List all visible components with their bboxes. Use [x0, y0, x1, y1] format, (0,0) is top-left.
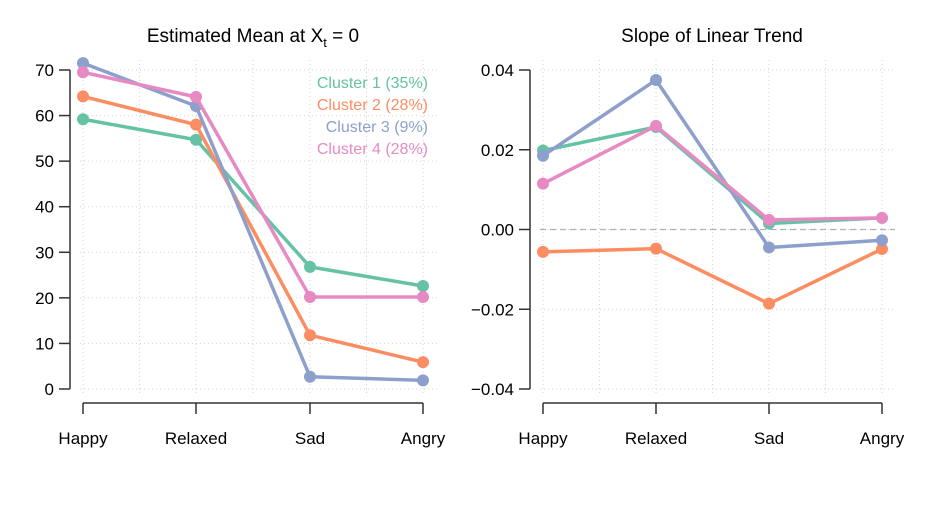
- data-point-angry: [417, 290, 429, 303]
- series-line: [542, 124, 883, 222]
- data-point-happy: [77, 113, 89, 126]
- data-point-angry: [417, 356, 429, 369]
- x-tick-label-relaxed: Relaxed: [165, 429, 227, 448]
- x-tick-label-sad: Sad: [754, 429, 784, 448]
- data-point-sad: [763, 213, 775, 226]
- panel-estimated-mean: Estimated Mean at Xt = 0 0 10 20 30 40 50 60 70…: [35, 26, 446, 448]
- data-point-relaxed: [650, 242, 662, 255]
- data-point-angry: [876, 234, 888, 247]
- data-point-sad: [304, 260, 316, 273]
- data-point-happy: [537, 149, 549, 162]
- panel-slope-linear-trend: Slope of Linear Trend −0.04 −0.02 0.00 0.02…: [471, 26, 905, 448]
- y-tick-label: 50: [35, 152, 54, 171]
- y-tick-label: 30: [35, 243, 54, 262]
- legend-item-cluster-1: Cluster 1 (35%): [317, 75, 428, 92]
- series-cluster-2: [77, 90, 429, 369]
- y-tick-label: 20: [35, 289, 54, 308]
- y-tick-label: 0.00: [481, 221, 514, 240]
- data-point-relaxed: [190, 90, 202, 103]
- legend-item-cluster-2: Cluster 2 (28%): [317, 97, 428, 114]
- x-tick-label-angry: Angry: [401, 429, 446, 448]
- series-line: [542, 78, 883, 250]
- x-tick-label-relaxed: Relaxed: [625, 429, 687, 448]
- data-point-angry: [876, 243, 888, 256]
- series-line: [82, 70, 423, 299]
- series-cluster-4: [77, 66, 429, 303]
- data-point-happy: [537, 245, 549, 258]
- series-cluster-3: [537, 73, 888, 254]
- x-axis: Happy Relaxed Sad Angry: [58, 402, 446, 448]
- series-line: [542, 246, 883, 306]
- y-tick-label: 70: [35, 61, 54, 80]
- data-point-happy: [537, 177, 549, 190]
- x-tick-label-happy: Happy: [58, 429, 108, 448]
- legend: Cluster 1 (35%) Cluster 2 (28%) Cluster 3 …: [317, 75, 428, 158]
- data-point-angry: [876, 211, 888, 224]
- data-point-sad: [304, 290, 316, 303]
- data-point-relaxed: [650, 119, 662, 132]
- x-tick-label-sad: Sad: [295, 429, 325, 448]
- y-tick-label: 10: [35, 334, 54, 353]
- y-tick-label: 0.04: [481, 61, 514, 80]
- y-tick-label: −0.04: [471, 380, 514, 399]
- data-point-sad: [304, 329, 316, 342]
- chart-title-estimated-mean: Estimated Mean at Xt = 0: [147, 26, 359, 50]
- y-axis: −0.04 −0.02 0.00 0.02 0.04: [471, 61, 531, 399]
- chart-title-slope: Slope of Linear Trend: [621, 26, 803, 47]
- data-point-relaxed: [190, 118, 202, 131]
- series-cluster-4: [537, 119, 888, 226]
- data-point-relaxed: [190, 133, 202, 146]
- data-point-happy: [77, 66, 89, 79]
- data-point-happy: [77, 57, 89, 70]
- y-axis: 0 10 20 30 40 50 60 70: [35, 61, 71, 399]
- y-tick-label: −0.02: [471, 300, 514, 319]
- series-line: [82, 94, 424, 364]
- series-cluster-1: [537, 121, 888, 230]
- x-tick-label-happy: Happy: [518, 429, 568, 448]
- data-point-relaxed: [650, 73, 662, 86]
- series-line: [542, 125, 883, 226]
- data-point-angry: [417, 280, 429, 293]
- y-tick-label: 0.02: [481, 141, 514, 160]
- grid: [540, 60, 895, 393]
- legend-item-cluster-4: Cluster 4 (28%): [317, 141, 428, 158]
- series-cluster-2: [537, 242, 888, 310]
- data-point-angry: [417, 374, 429, 387]
- x-axis: Happy Relaxed Sad Angry: [518, 402, 905, 448]
- series-line: [82, 117, 424, 288]
- x-tick-label-angry: Angry: [860, 429, 905, 448]
- data-point-sad: [763, 297, 775, 310]
- y-tick-label: 0: [45, 380, 54, 399]
- data-point-happy: [77, 90, 89, 103]
- data-point-sad: [763, 241, 775, 254]
- data-point-sad: [304, 370, 316, 383]
- y-tick-label: 40: [35, 198, 54, 217]
- legend-item-cluster-3: Cluster 3 (9%): [326, 119, 428, 136]
- y-tick-label: 60: [35, 107, 54, 126]
- series-cluster-1: [77, 113, 429, 293]
